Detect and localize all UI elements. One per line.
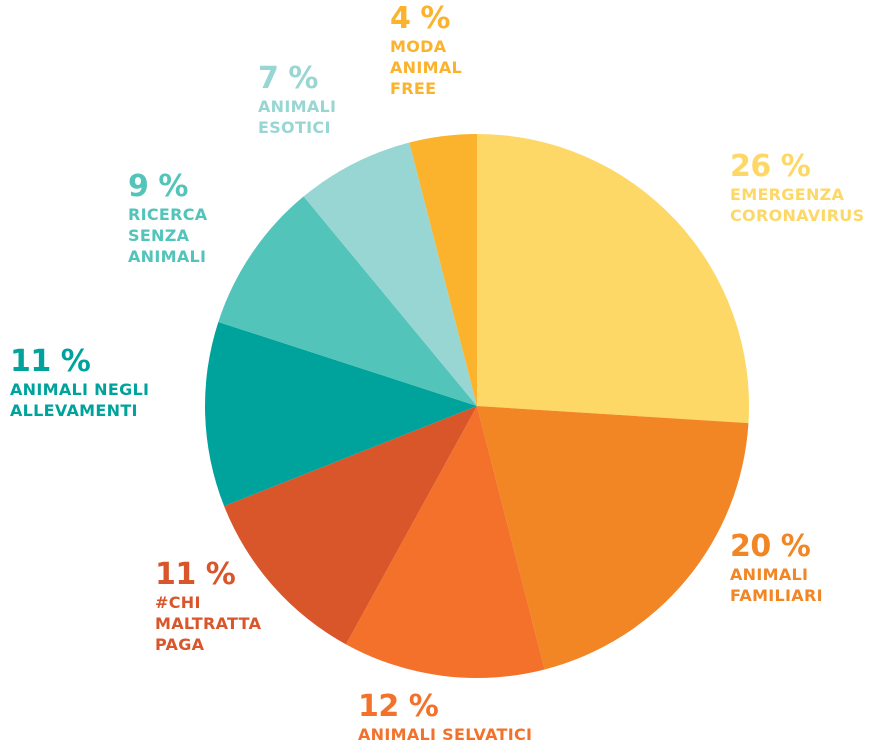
slice-label: 26 % EMERGENZA CORONAVIRUS [730, 150, 890, 226]
slice [224, 406, 477, 645]
category-label: MODA ANIMAL FREE [390, 37, 463, 98]
slice [205, 321, 477, 507]
slice-label: 11 % ANIMALI NEGLI ALLEVAMENTI [10, 345, 180, 421]
slice [303, 142, 477, 406]
slice [477, 134, 749, 424]
percent-label: 11 % [10, 344, 91, 379]
category-label: EMERGENZA CORONAVIRUS [730, 185, 865, 225]
percent-label: 11 % [155, 557, 236, 592]
percent-label: 12 % [358, 689, 439, 724]
percent-label: 9 % [128, 169, 188, 204]
slice [409, 134, 477, 406]
percent-label: 26 % [730, 149, 811, 184]
percent-label: 20 % [730, 529, 811, 564]
category-label: RICERCA SENZA ANIMALI [128, 205, 208, 266]
slice-label: 7 % ANIMALI ESOTICI [258, 62, 358, 138]
slice-label: 20 % ANIMALI FAMILIARI [730, 530, 860, 606]
category-label: ANIMALI ESOTICI [258, 97, 337, 137]
slice [218, 196, 477, 406]
slice-label: 12 % ANIMALI SELVATICI [358, 690, 618, 744]
percent-label: 4 % [390, 1, 450, 36]
category-label: ANIMALI NEGLI ALLEVAMENTI [10, 380, 150, 420]
slice [345, 406, 545, 678]
slice-label: 4 % MODA ANIMAL FREE [390, 2, 490, 99]
percent-label: 7 % [258, 61, 318, 96]
category-label: ANIMALI SELVATICI [358, 725, 533, 744]
slice [477, 406, 749, 670]
category-label: #CHI MALTRATTA PAGA [155, 593, 262, 654]
category-label: ANIMALI FAMILIARI [730, 565, 823, 605]
slice-label: 9 % RICERCA SENZA ANIMALI [128, 170, 238, 267]
slice-label: 11 % #CHI MALTRATTA PAGA [155, 558, 280, 655]
